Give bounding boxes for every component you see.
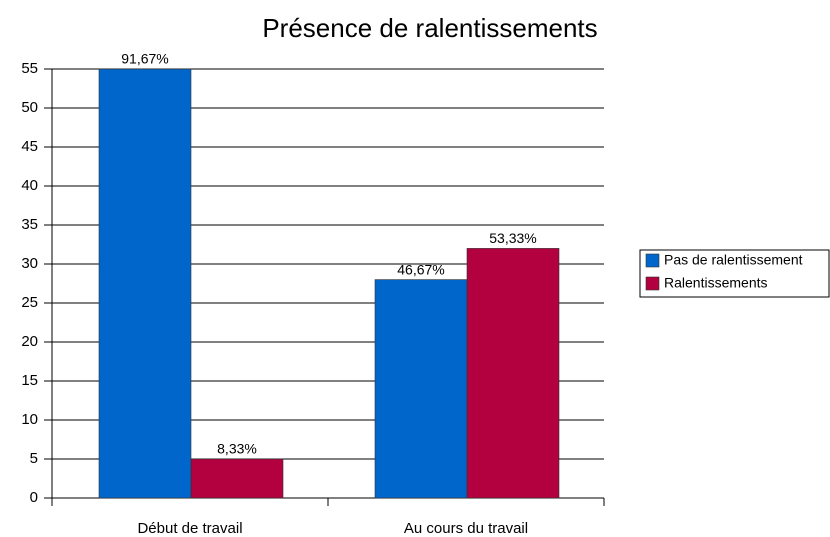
legend-label: Pas de ralentissement — [664, 252, 803, 268]
y-tick-label: 10 — [21, 411, 38, 428]
data-label: 46,67% — [397, 261, 444, 277]
y-tick-label: 45 — [21, 138, 38, 155]
y-tick-label: 40 — [21, 177, 38, 194]
bar — [98, 68, 192, 499]
y-tick-label: 35 — [21, 216, 38, 233]
data-label: 8,33% — [217, 441, 257, 457]
y-tick-label: 20 — [21, 333, 38, 350]
x-tick-label: Début de travail — [137, 520, 242, 537]
y-tick-label: 5 — [30, 450, 38, 467]
legend-swatch — [645, 276, 660, 291]
y-tick-label: 55 — [21, 60, 38, 77]
chart-title: Présence de ralentissements — [262, 13, 597, 43]
bar — [190, 458, 284, 499]
data-label: 91,67% — [121, 51, 168, 67]
y-tick-label: 15 — [21, 372, 38, 389]
legend-swatch — [645, 253, 660, 268]
y-tick-label: 0 — [30, 489, 38, 506]
y-tick-label: 50 — [21, 99, 38, 116]
data-label: 53,33% — [489, 230, 536, 246]
bar — [466, 248, 560, 499]
legend-box — [639, 249, 830, 298]
legend-label: Ralentissements — [664, 275, 768, 291]
y-tick-label: 25 — [21, 294, 38, 311]
bar — [374, 279, 468, 499]
y-tick-label: 30 — [21, 255, 38, 272]
x-tick-label: Au cours du travail — [404, 520, 528, 537]
